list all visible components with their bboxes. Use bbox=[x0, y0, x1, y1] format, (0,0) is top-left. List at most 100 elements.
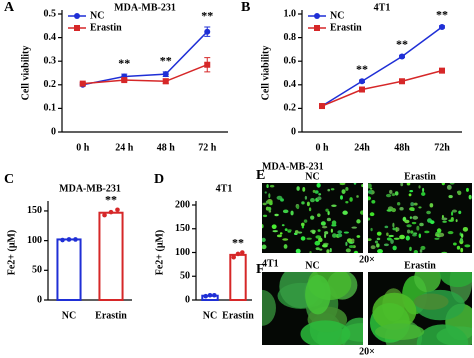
cell bbox=[297, 231, 303, 234]
marker bbox=[162, 71, 169, 78]
cell bbox=[284, 228, 288, 232]
data-point bbox=[60, 237, 65, 243]
micrograph-cells bbox=[369, 272, 472, 345]
marker bbox=[399, 53, 405, 60]
cell bbox=[391, 193, 396, 197]
cell bbox=[405, 235, 410, 241]
cell bbox=[441, 251, 448, 253]
annotation: ** bbox=[232, 235, 244, 249]
cell bbox=[303, 219, 308, 223]
cell bbox=[384, 225, 389, 229]
cell bbox=[262, 224, 264, 229]
cell bbox=[271, 224, 277, 230]
cell bbox=[459, 237, 464, 243]
y-axis-label: Fe2+ (μM) bbox=[6, 230, 17, 276]
cell bbox=[268, 193, 271, 199]
chart-title: 4T1 bbox=[216, 183, 233, 194]
x-tick-label: Erastin bbox=[95, 310, 127, 321]
data-point bbox=[108, 209, 114, 215]
series-line bbox=[321, 69, 443, 107]
cell bbox=[409, 246, 412, 251]
panel-label: B bbox=[241, 0, 250, 15]
chart-title: MDA-MB-231 bbox=[59, 183, 121, 194]
legend-label: NC bbox=[90, 10, 104, 21]
cell bbox=[406, 183, 411, 186]
cell bbox=[356, 195, 359, 198]
cell bbox=[442, 220, 447, 223]
cell bbox=[450, 217, 454, 221]
cell bbox=[383, 243, 389, 247]
cell bbox=[455, 219, 458, 223]
cell bbox=[310, 215, 315, 220]
annotation: ** bbox=[160, 54, 172, 68]
cell bbox=[375, 323, 425, 341]
cell bbox=[374, 240, 379, 244]
cell bbox=[392, 227, 397, 231]
data-point bbox=[203, 293, 208, 299]
y-tick-label: 100 bbox=[27, 235, 42, 246]
data-point bbox=[115, 207, 120, 213]
cell bbox=[369, 187, 373, 190]
legend-marker bbox=[314, 13, 320, 19]
cell bbox=[460, 247, 464, 253]
cell bbox=[410, 202, 415, 207]
cell bbox=[441, 183, 445, 186]
y-tick-label: 0 bbox=[185, 294, 190, 305]
y-axis-label: Cell viability bbox=[20, 46, 31, 101]
cell bbox=[409, 216, 412, 219]
cell bbox=[327, 188, 331, 192]
cell bbox=[396, 201, 401, 206]
data-point bbox=[73, 237, 78, 242]
y-tick-label: 0.2 bbox=[284, 103, 297, 114]
x-tick-label: 24h bbox=[354, 142, 370, 153]
cell bbox=[305, 274, 331, 315]
cell bbox=[280, 198, 284, 202]
cell bbox=[368, 238, 372, 241]
cell bbox=[343, 231, 349, 234]
marker bbox=[359, 78, 365, 85]
image-column-label: NC bbox=[305, 260, 319, 271]
cell bbox=[322, 244, 328, 248]
cell bbox=[462, 226, 469, 232]
cell bbox=[386, 232, 389, 236]
image-title: MDA-MB-231 bbox=[262, 161, 324, 172]
micrograph-cells bbox=[368, 183, 472, 253]
cell bbox=[326, 249, 330, 253]
cell bbox=[311, 230, 316, 234]
y-tick-label: 150 bbox=[175, 223, 190, 234]
cell bbox=[410, 230, 414, 234]
image-column-label: Erastin bbox=[404, 260, 436, 271]
data-point bbox=[102, 212, 107, 218]
x-tick-label: 48 h bbox=[157, 142, 176, 153]
cell bbox=[386, 209, 392, 212]
image-title: 4T1 bbox=[262, 258, 279, 269]
cell bbox=[294, 230, 299, 234]
cell bbox=[393, 237, 400, 240]
cell bbox=[394, 191, 399, 196]
cell bbox=[301, 201, 305, 205]
cell bbox=[295, 248, 301, 253]
cell bbox=[441, 217, 448, 221]
cell bbox=[276, 234, 282, 238]
data-point bbox=[240, 250, 245, 255]
cell bbox=[330, 188, 335, 191]
y-tick-label: 0.6 bbox=[284, 55, 297, 66]
micrograph-cells bbox=[262, 183, 363, 253]
cell bbox=[418, 233, 422, 239]
cell bbox=[351, 226, 358, 229]
data-point bbox=[231, 254, 236, 260]
cell bbox=[456, 245, 461, 250]
cell bbox=[370, 227, 373, 232]
cell bbox=[399, 206, 404, 211]
cell bbox=[337, 230, 343, 234]
cell bbox=[264, 191, 267, 194]
x-tick-label: NC bbox=[62, 310, 76, 321]
cell bbox=[268, 210, 272, 213]
cell bbox=[320, 221, 326, 226]
bar bbox=[56, 238, 82, 301]
cell bbox=[451, 209, 457, 213]
cell bbox=[370, 245, 376, 250]
marker bbox=[204, 61, 211, 68]
cell bbox=[368, 217, 371, 221]
